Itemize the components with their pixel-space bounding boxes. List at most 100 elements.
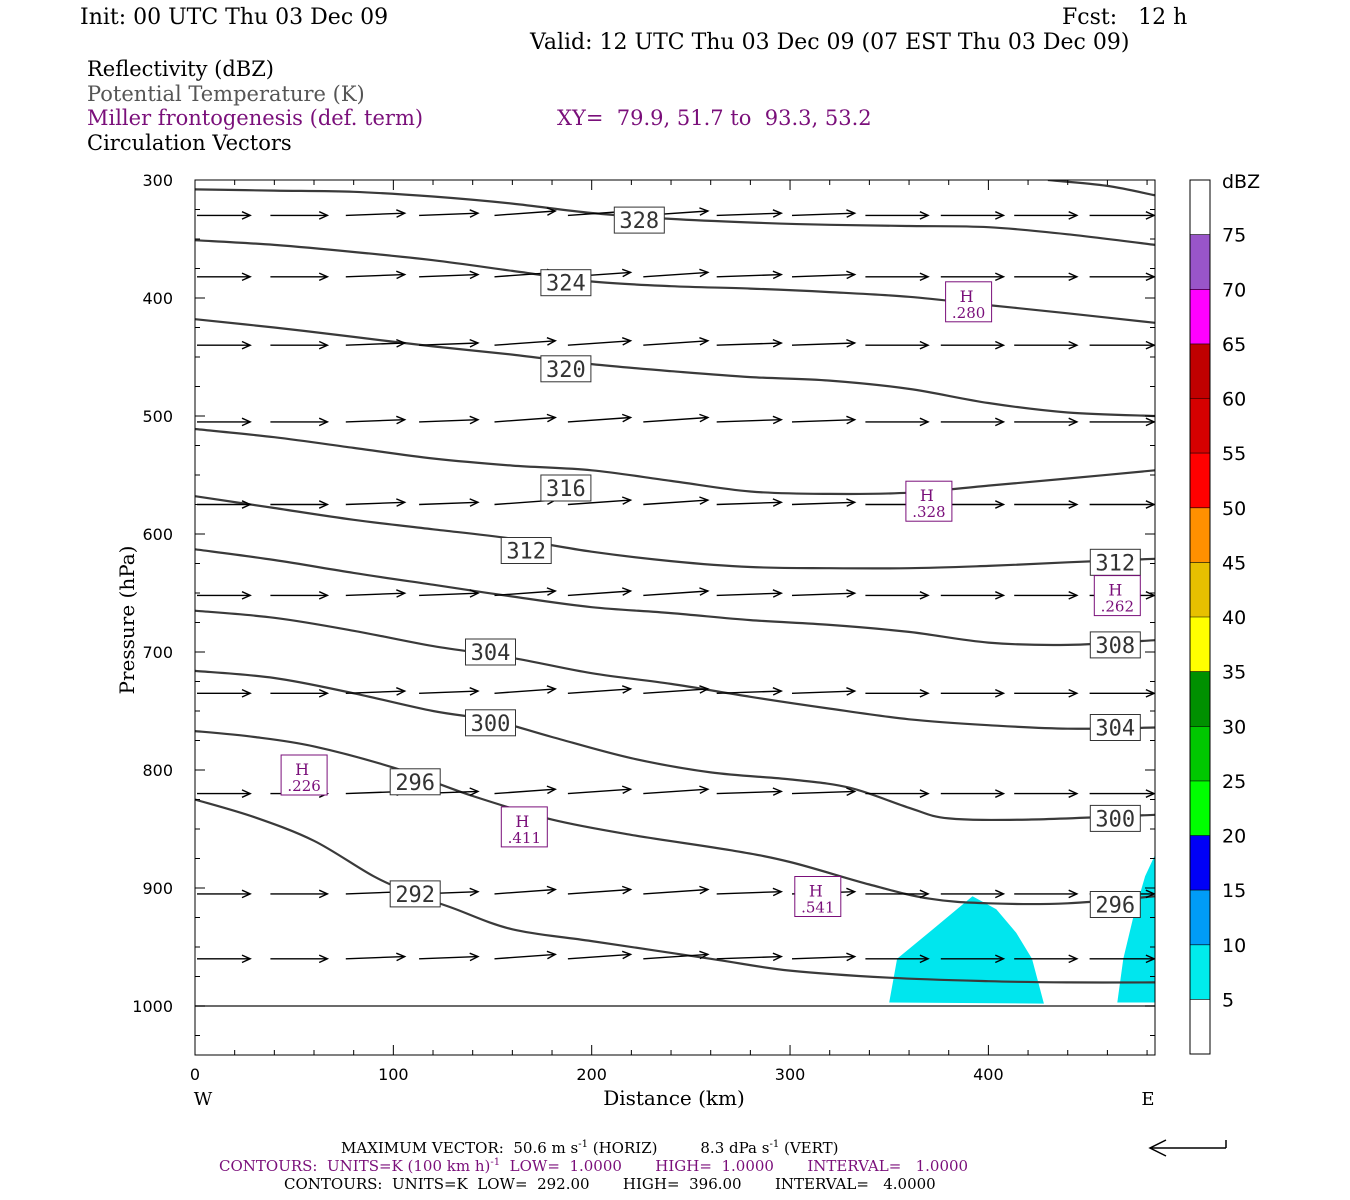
theta-label-308: 308 xyxy=(1089,631,1141,659)
svg-text:300: 300 xyxy=(471,712,511,737)
circulation-vector xyxy=(643,587,710,597)
svg-text:304: 304 xyxy=(471,641,511,666)
colorbar-label: 55 xyxy=(1222,443,1246,465)
colorbar-label: 45 xyxy=(1222,552,1246,574)
colorbar-label: 50 xyxy=(1222,498,1246,520)
theta-label-328: 328 xyxy=(613,206,665,234)
field-reflectivity: Reflectivity (dBZ) xyxy=(87,57,275,81)
x-tick-label: 0 xyxy=(190,1065,200,1084)
circulation-vector xyxy=(1014,954,1079,964)
theta-label-312: 312 xyxy=(1089,548,1141,576)
circulation-vector xyxy=(197,591,252,600)
circulation-vector xyxy=(716,687,784,696)
circulation-vector xyxy=(494,885,557,895)
circulation-vector xyxy=(1014,272,1079,282)
circulation-vector xyxy=(270,211,330,220)
theta-label-312: 312 xyxy=(500,537,552,565)
circulation-vector xyxy=(567,785,633,795)
svg-text:312: 312 xyxy=(1095,551,1135,576)
circulation-vector xyxy=(865,211,930,220)
theta-contour-300 xyxy=(195,669,1155,822)
circulation-vector xyxy=(1089,500,1155,509)
circulation-vector xyxy=(494,337,557,346)
colorbar-segment xyxy=(1190,999,1210,1054)
colorbar-label: 70 xyxy=(1222,279,1246,301)
circulation-vector xyxy=(940,417,1006,427)
svg-text:296: 296 xyxy=(395,771,435,796)
theta-label-300: 300 xyxy=(465,709,516,737)
circulation-vector xyxy=(494,950,557,960)
field-miller: Miller frontogenesis (def. term) xyxy=(87,106,424,130)
circulation-vector xyxy=(567,587,633,597)
field-theta: Potential Temperature (K) xyxy=(87,82,365,106)
circulation-vector xyxy=(270,889,330,899)
svg-text:300: 300 xyxy=(1095,807,1135,832)
colorbar-segment xyxy=(1190,780,1210,836)
theta-label-324: 324 xyxy=(540,269,592,297)
theta-label-316: 316 xyxy=(540,474,592,502)
circulation-vector xyxy=(791,952,857,962)
circulation-vector xyxy=(270,688,330,698)
circulation-vector xyxy=(865,688,930,698)
theta-contour-332 xyxy=(1047,180,1155,197)
circulation-vector xyxy=(197,417,252,427)
y-tick-label: 700 xyxy=(142,643,173,662)
circulation-vector xyxy=(643,337,710,346)
frontogenesis-max-.226: H.226 xyxy=(280,754,328,796)
valid-time: Valid: 12 UTC Thu 03 Dec 09 (07 EST Thu … xyxy=(530,30,1130,55)
colorbar-segment xyxy=(1190,398,1210,454)
circulation-vector xyxy=(1089,417,1155,427)
circulation-vector xyxy=(1089,211,1155,220)
theta-label-320: 320 xyxy=(540,355,592,383)
frontogenesis-max-.541: H.541 xyxy=(794,876,842,917)
circulation-vector xyxy=(1014,500,1079,509)
circulation-vector xyxy=(865,889,930,899)
circulation-vectors xyxy=(197,207,1155,964)
east-label: E xyxy=(1141,1089,1154,1110)
svg-text:304: 304 xyxy=(1095,717,1135,742)
plot-frame xyxy=(194,179,1156,1056)
circulation-vector xyxy=(940,789,1006,798)
svg-text:H: H xyxy=(295,760,309,779)
circulation-vector xyxy=(791,415,857,425)
circulation-vector xyxy=(1089,789,1155,798)
svg-text:H: H xyxy=(1108,581,1122,600)
circulation-vector xyxy=(345,687,407,696)
x-tick-label: 200 xyxy=(576,1065,607,1084)
colorbar-segment xyxy=(1190,890,1210,945)
colorbar-label: 15 xyxy=(1222,880,1246,902)
svg-text:296: 296 xyxy=(1095,894,1135,919)
contours-theta-note: CONTOURS: UNITS=K LOW= 292.00 HIGH= 396.… xyxy=(284,1175,936,1193)
colorbar-segment xyxy=(1190,180,1210,235)
colorbar-segment xyxy=(1190,289,1210,344)
circulation-vector xyxy=(1089,340,1155,350)
circulation-vector xyxy=(567,496,633,506)
y-tick-label: 500 xyxy=(142,407,173,426)
circulation-vector xyxy=(419,209,480,218)
x-tick-label: 400 xyxy=(973,1065,1004,1084)
svg-text:.411: .411 xyxy=(508,829,541,847)
colorbar-segment xyxy=(1190,835,1210,891)
circulation-vector xyxy=(940,889,1006,899)
cross-section-xy: XY= 79.9, 51.7 to 93.3, 53.2 xyxy=(557,106,872,130)
x-axis-label: Distance (km) xyxy=(603,1086,745,1110)
colorbar-segment xyxy=(1190,234,1210,290)
frontogenesis-max-.280: H.280 xyxy=(945,281,993,323)
x-tick-label: 100 xyxy=(378,1065,409,1084)
reflectivity-area-1 xyxy=(1117,855,1155,1003)
circulation-vector xyxy=(270,340,330,350)
circulation-vector xyxy=(791,589,857,598)
circulation-vector xyxy=(716,887,784,897)
circulation-vector xyxy=(494,685,557,694)
colorbar-segment xyxy=(1190,944,1210,1000)
svg-text:328: 328 xyxy=(619,209,659,234)
reflectivity-area-0 xyxy=(889,896,1044,1004)
circulation-vector xyxy=(345,415,407,425)
circulation-vector xyxy=(197,500,252,509)
theta-label-292: 292 xyxy=(389,880,441,908)
circulation-vector xyxy=(494,785,557,795)
svg-text:H: H xyxy=(515,812,529,831)
circulation-vector xyxy=(791,687,857,696)
circulation-vector xyxy=(791,498,857,507)
